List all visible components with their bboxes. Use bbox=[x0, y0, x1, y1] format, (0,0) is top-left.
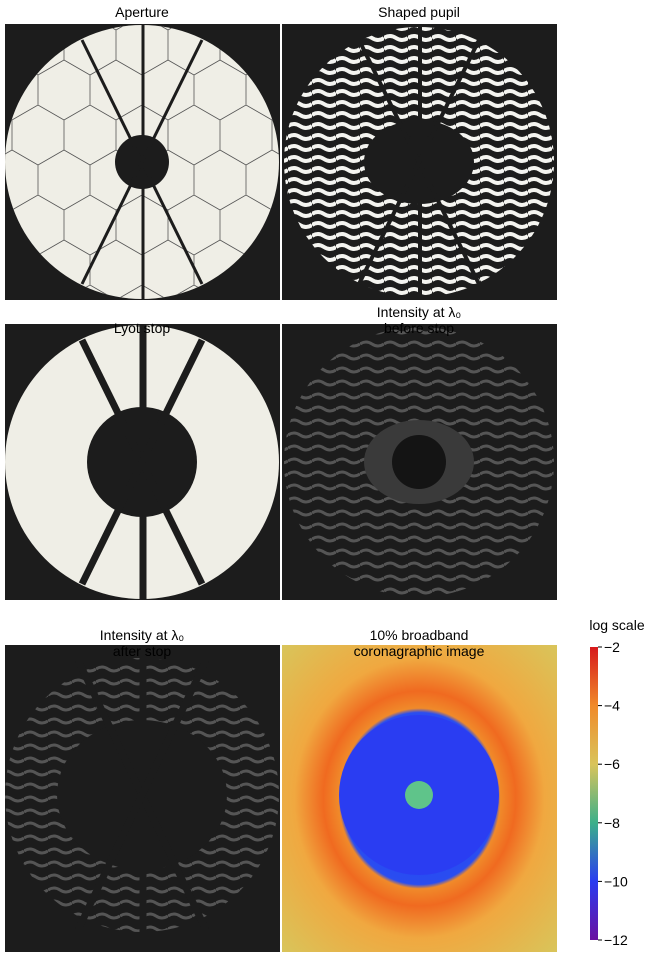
lyot-stop-panel bbox=[5, 324, 280, 600]
panel-title: Intensity at λ₀ bbox=[100, 627, 185, 643]
panel-title: coronagraphic image bbox=[354, 643, 485, 659]
panel-title: Intensity at λ₀ bbox=[377, 304, 462, 320]
broadband-panel bbox=[282, 645, 557, 952]
shaped-pupil-panel bbox=[282, 24, 557, 300]
colorbar-tick-label: −10 bbox=[604, 873, 628, 889]
intensity-after-panel bbox=[5, 645, 280, 952]
panel-title: 10% broadband bbox=[370, 627, 469, 643]
colorbar-tick-label: −2 bbox=[604, 639, 620, 655]
colorbar-tick-label: −6 bbox=[604, 756, 620, 772]
colorbar-tick-label: −12 bbox=[604, 932, 628, 948]
panel-title: before stop bbox=[384, 320, 454, 336]
colorbar-tick-label: −4 bbox=[604, 698, 620, 714]
panel-title: Shaped pupil bbox=[378, 4, 460, 20]
aperture-panel bbox=[5, 24, 280, 300]
panel-title: Lyot stop bbox=[114, 320, 171, 336]
colorbar bbox=[590, 647, 598, 940]
intensity-before-panel bbox=[282, 324, 557, 600]
panel-title: after stop bbox=[113, 643, 172, 659]
colorbar-label: log scale bbox=[589, 617, 644, 633]
panel-title: Aperture bbox=[115, 4, 169, 20]
figure: log scale Aperture Shaped pupil Lyot stop I… bbox=[0, 0, 645, 952]
colorbar-tick-label: −8 bbox=[604, 815, 620, 831]
